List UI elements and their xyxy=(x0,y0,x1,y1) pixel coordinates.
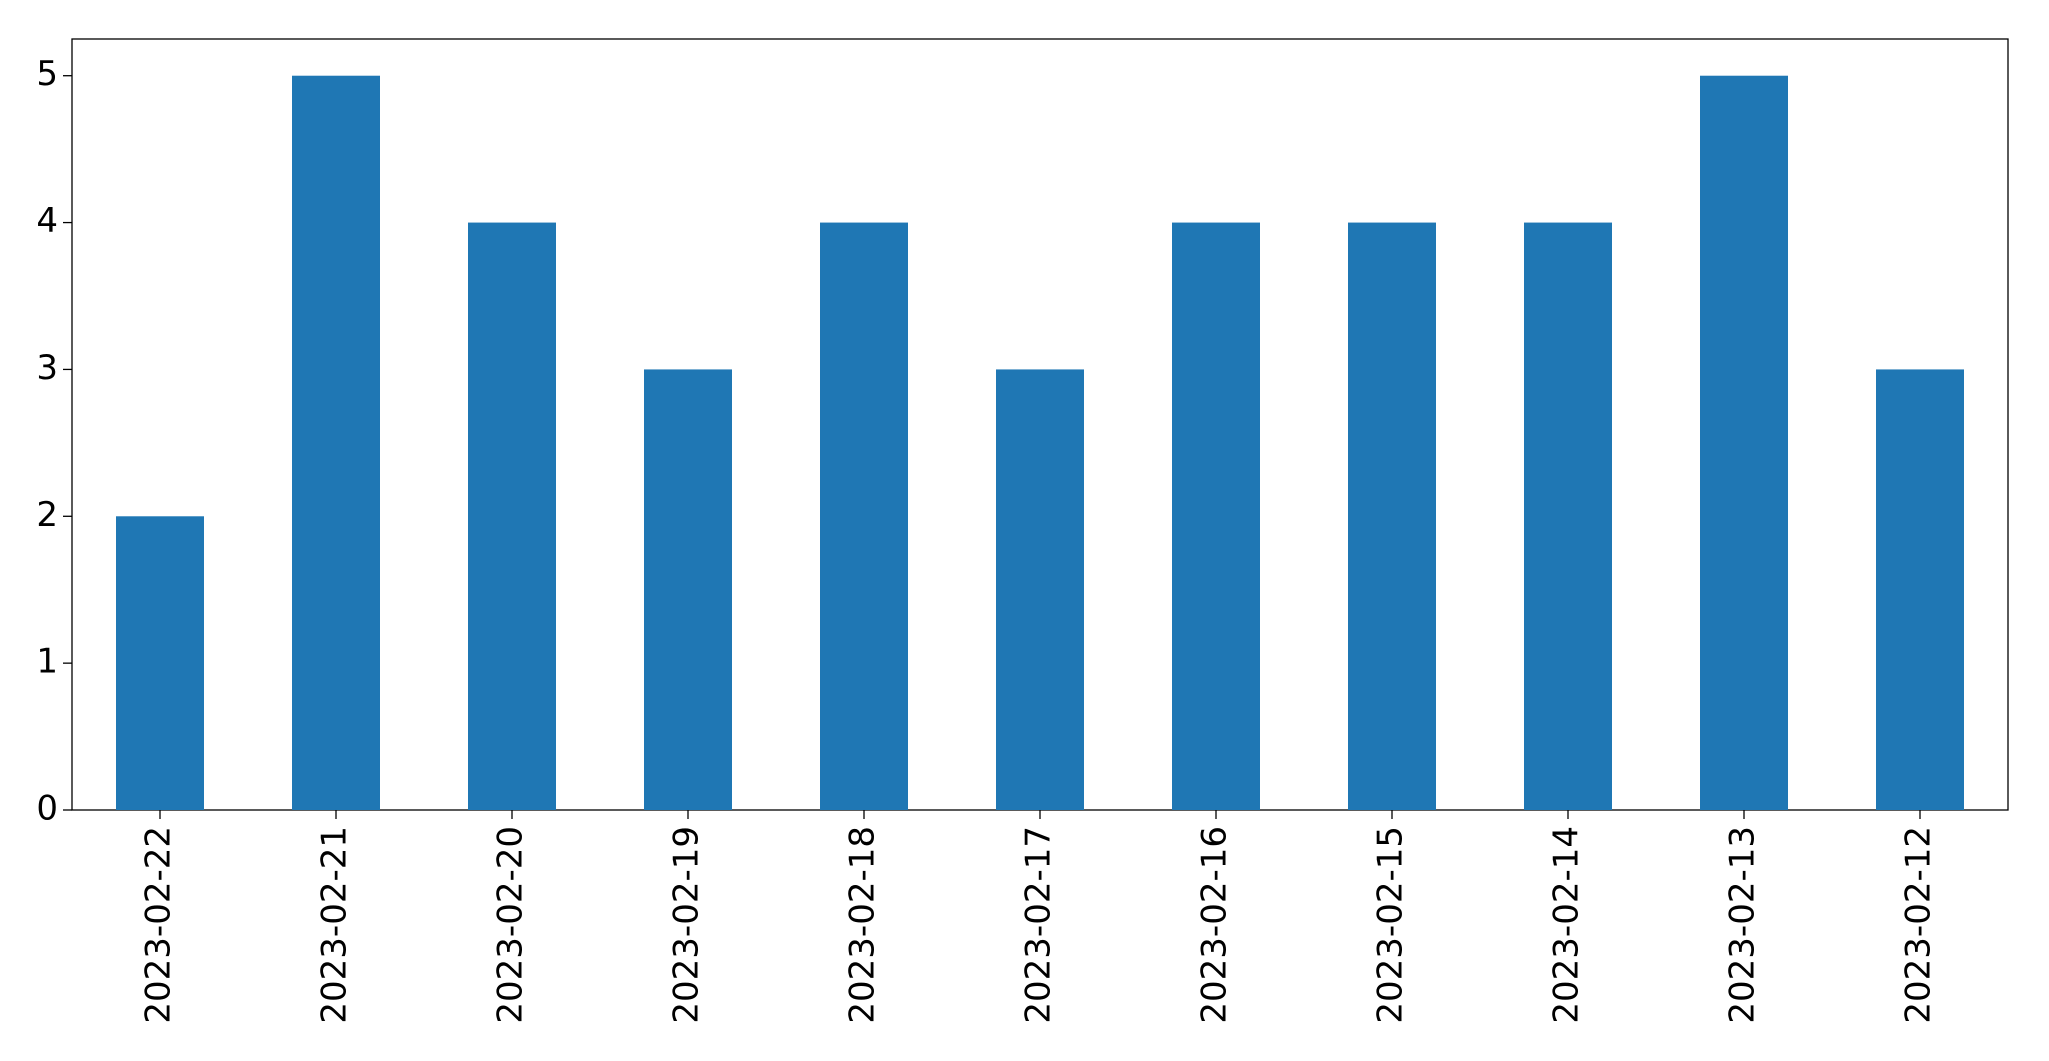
y-tick-label: 5 xyxy=(36,54,58,94)
x-tick-label: 2023-02-22 xyxy=(139,826,179,1024)
bar xyxy=(468,222,556,811)
bar xyxy=(116,516,204,810)
bar xyxy=(644,369,732,810)
bar xyxy=(1172,222,1260,811)
y-tick-label: 3 xyxy=(36,348,58,388)
bar xyxy=(1700,75,1788,810)
x-tick-label: 2023-02-13 xyxy=(1723,826,1763,1024)
x-tick-label: 2023-02-17 xyxy=(1019,826,1059,1024)
x-tick-label: 2023-02-12 xyxy=(1899,826,1939,1024)
bar xyxy=(820,222,908,811)
x-tick-label: 2023-02-20 xyxy=(491,826,531,1024)
x-tick-label: 2023-02-21 xyxy=(315,826,355,1024)
y-tick-label: 0 xyxy=(36,789,58,829)
x-tick-label: 2023-02-19 xyxy=(667,826,707,1024)
x-tick-label: 2023-02-14 xyxy=(1547,826,1587,1024)
x-tick-label: 2023-02-18 xyxy=(843,826,883,1024)
y-tick-label: 2 xyxy=(36,495,58,535)
bar xyxy=(1524,222,1612,811)
bar xyxy=(1348,222,1436,811)
bar xyxy=(996,369,1084,810)
x-tick-label: 2023-02-16 xyxy=(1195,826,1235,1024)
bar xyxy=(292,75,380,810)
x-tick-label: 2023-02-15 xyxy=(1371,826,1411,1024)
y-tick-label: 1 xyxy=(36,642,58,682)
y-tick-label: 4 xyxy=(36,201,58,241)
bar xyxy=(1876,369,1964,810)
